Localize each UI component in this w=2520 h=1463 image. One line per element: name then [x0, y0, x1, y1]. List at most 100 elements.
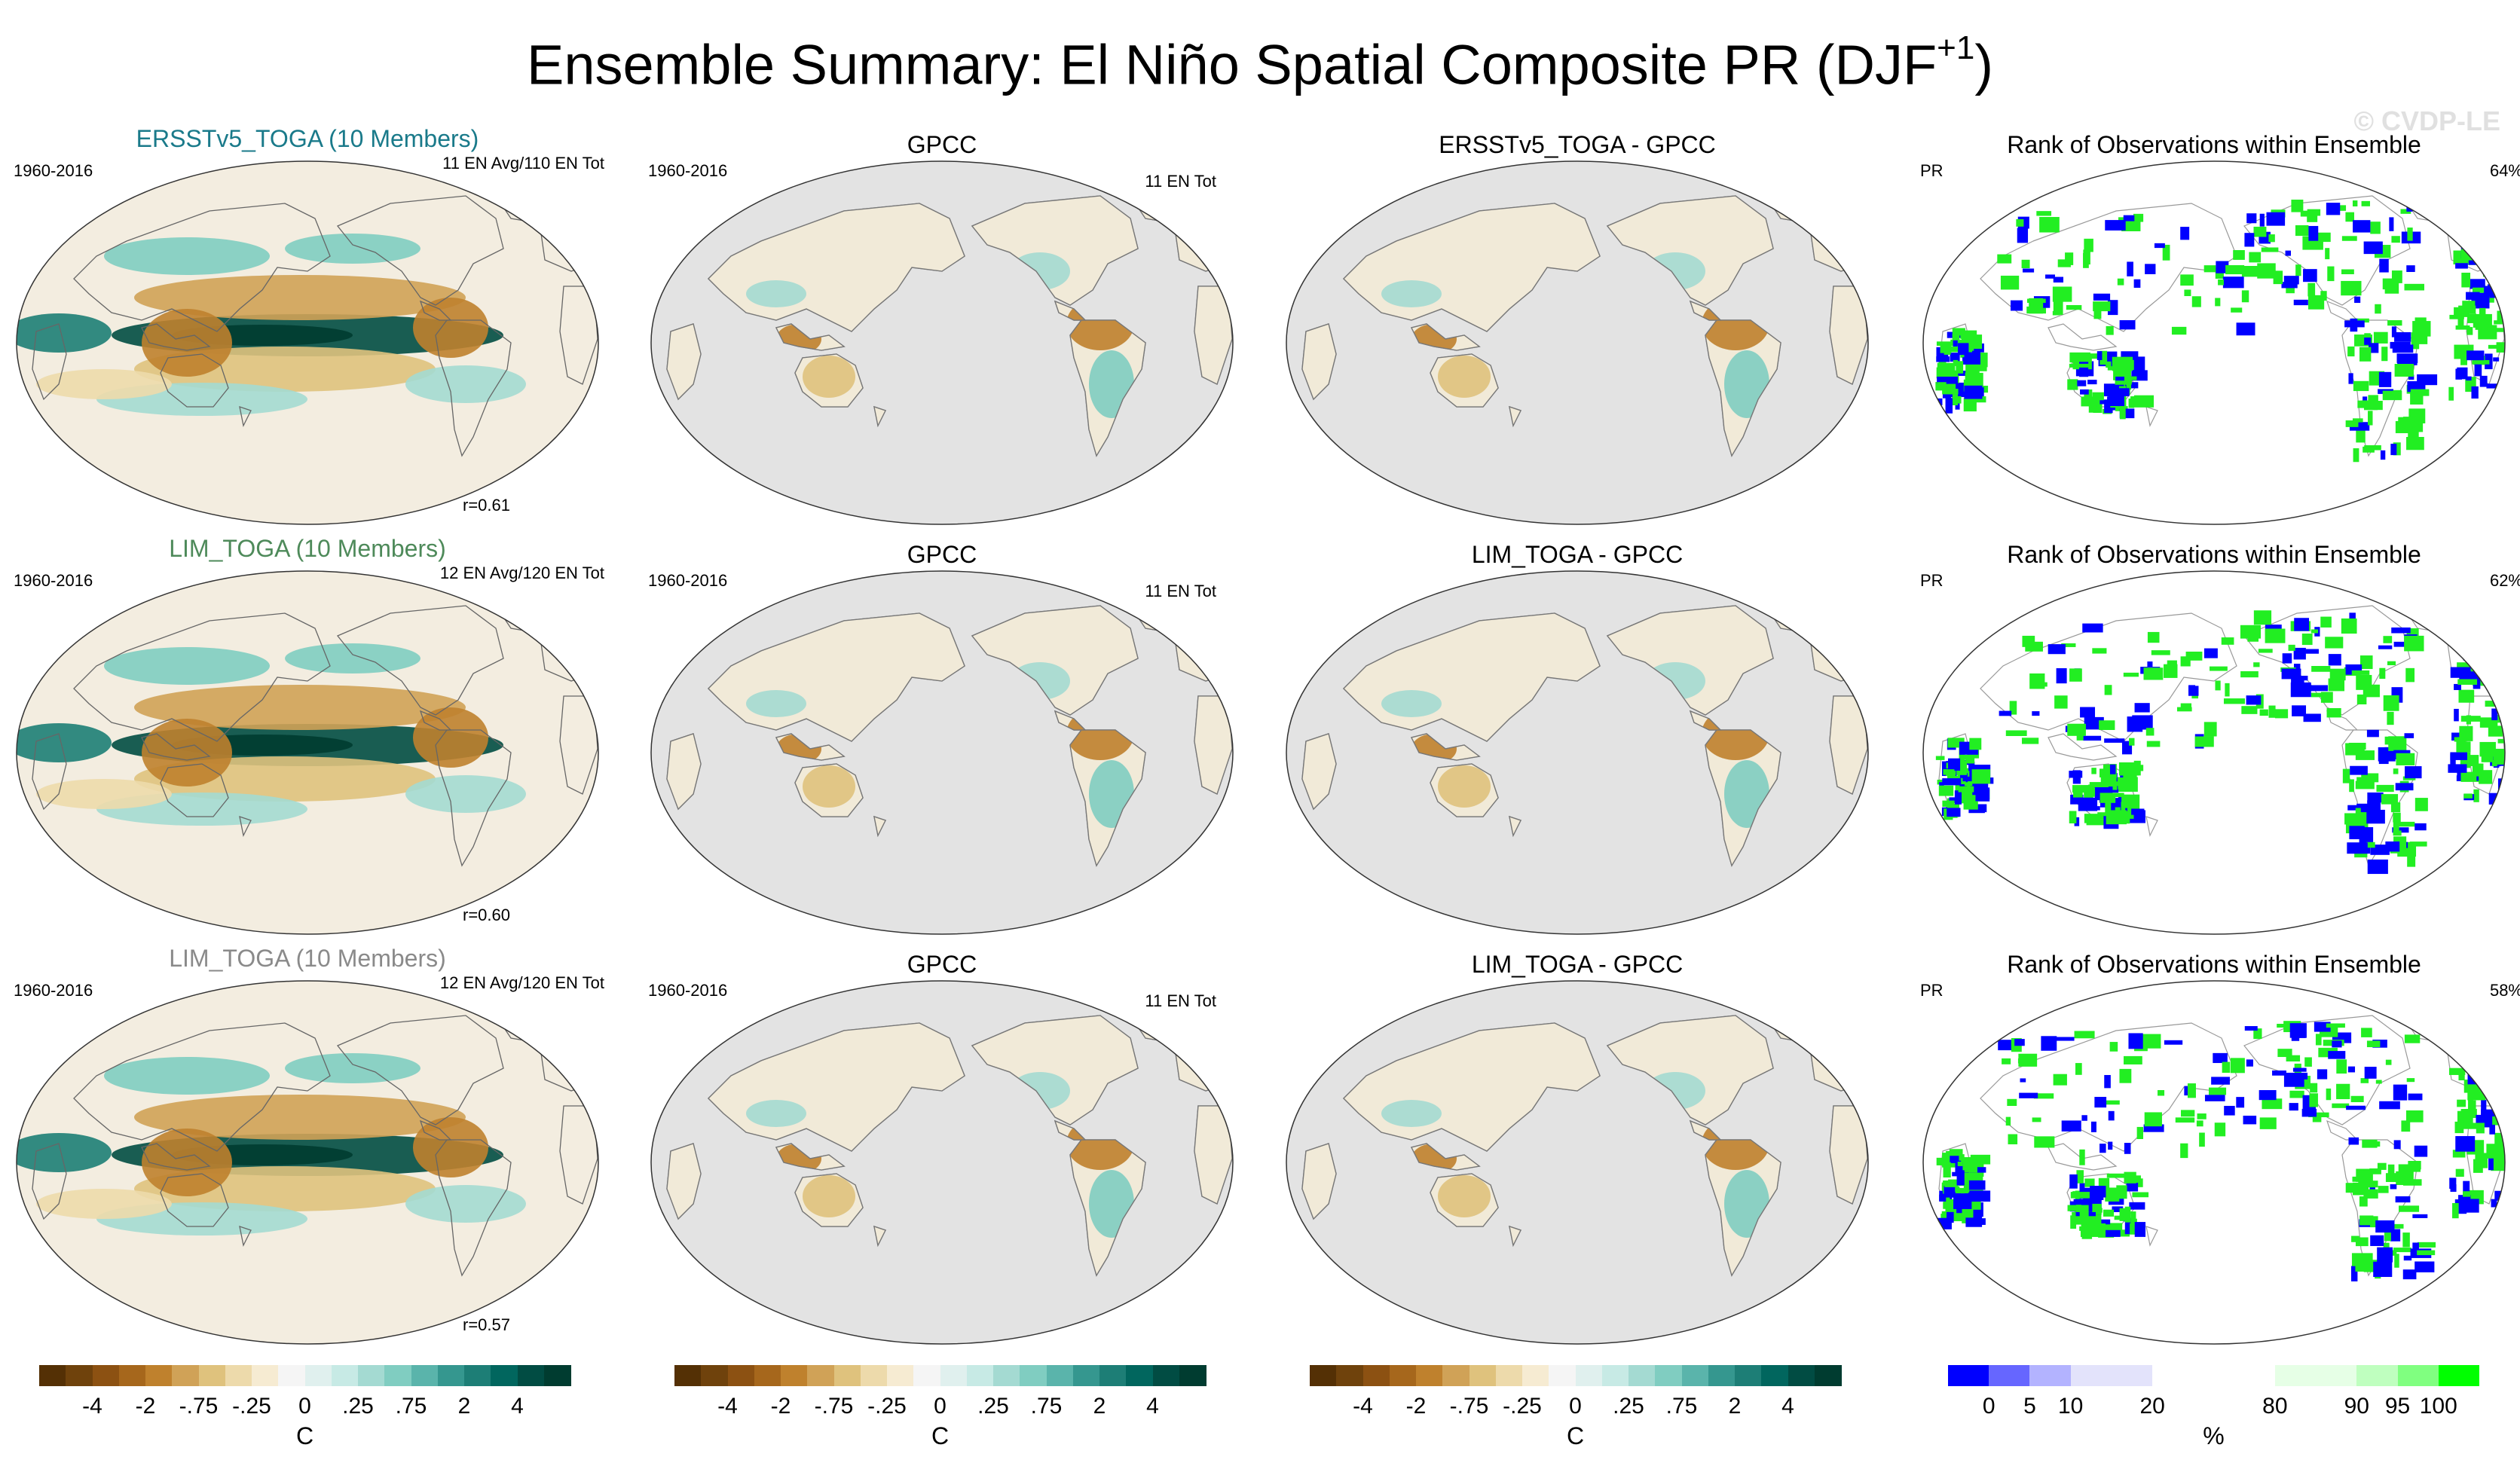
rank-cell — [1950, 1156, 1959, 1163]
asia-coast — [73, 612, 331, 742]
rank-cell — [2289, 1103, 2298, 1111]
colorbar-swatch — [1469, 1365, 1497, 1386]
colorbar-swatch — [1336, 1365, 1363, 1386]
rank-cell — [2366, 729, 2379, 738]
rank-cell — [2266, 212, 2286, 226]
rank-cell — [2303, 713, 2321, 722]
rank-cell — [2488, 344, 2497, 349]
map-model — [16, 980, 599, 1345]
rank-cell — [2497, 310, 2505, 324]
rank-cell — [2104, 1074, 2111, 1089]
rank-cell — [2007, 1098, 2017, 1107]
variable-label: PR — [1920, 981, 1944, 1000]
rank-cell — [2244, 233, 2255, 247]
rank-cell — [2293, 299, 2308, 306]
rank-cell — [2029, 673, 2045, 689]
rank-cell — [2268, 234, 2275, 243]
rank-cell — [2301, 633, 2313, 646]
rank-cell — [2259, 213, 2265, 227]
rank-cell — [2370, 1216, 2378, 1228]
rank-cell — [2491, 234, 2503, 245]
rank-cell — [2358, 1238, 2365, 1244]
rank-cell — [2108, 1141, 2113, 1150]
rank-cell — [2072, 785, 2093, 793]
map-obs — [650, 160, 1234, 525]
rank-cell — [2102, 1100, 2120, 1105]
rank-cell — [1954, 790, 1962, 805]
rank-cell — [2387, 661, 2396, 666]
rank-cell — [2092, 648, 2107, 654]
panel-title: ERSSTv5_TOGA (10 Members) — [136, 125, 479, 152]
rank-cell — [2307, 295, 2325, 310]
rank-cell — [2236, 1097, 2245, 1108]
rank-cell — [2090, 1121, 2096, 1132]
rank-cell — [2348, 373, 2353, 384]
rank-cell — [2143, 1124, 2164, 1132]
rank-cell — [2099, 399, 2108, 405]
colorbar-swatch — [2111, 1365, 2153, 1386]
rank-cell — [2203, 722, 2217, 737]
rank-cell — [1963, 801, 1978, 810]
rank-cell — [2354, 296, 2361, 304]
colorbar-tick-label: 5 — [2023, 1394, 2036, 1419]
rank-cell — [2291, 677, 2304, 686]
indo-coast — [141, 323, 211, 351]
rank-cell — [2346, 1105, 2366, 1110]
colorbar-swatch — [1681, 1365, 1709, 1386]
rank-cell — [2390, 1184, 2397, 1190]
rank-cell — [2288, 644, 2295, 651]
colorbar-swatch — [940, 1365, 968, 1386]
rank-cell — [2347, 346, 2355, 357]
rank-cell — [1952, 1171, 1961, 1177]
rank-cell — [2460, 249, 2479, 260]
rank-cell — [1936, 356, 1950, 362]
rank-cell — [2362, 396, 2368, 404]
rank-cell — [2414, 1145, 2428, 1157]
rank-cell — [2478, 325, 2497, 340]
rank-cell — [2485, 295, 2494, 303]
rank-cell — [2215, 680, 2221, 691]
north-pacific-wet-anomaly — [104, 237, 270, 275]
rank-cell — [2390, 848, 2411, 854]
colorbar-swatch — [118, 1365, 146, 1386]
rank-cell — [2327, 266, 2335, 282]
rank-cell — [2373, 1261, 2393, 1278]
rank-cell — [2115, 377, 2132, 385]
rank-cell — [2084, 1178, 2095, 1187]
panel-title: ERSSTv5_TOGA - GPCC — [1439, 131, 1716, 158]
rank-cell — [2069, 811, 2077, 823]
rank-cell — [2392, 827, 2409, 833]
rank-cell — [1958, 786, 1974, 793]
australia-dry-anomaly — [1438, 356, 1491, 398]
rank-cell — [2356, 694, 2367, 705]
rank-cell — [2491, 760, 2497, 767]
rank-cell — [2476, 1122, 2485, 1134]
nz-coast — [239, 1226, 252, 1247]
colorbar-tick-label: .25 — [977, 1394, 1009, 1419]
map-obs — [650, 570, 1234, 935]
rank-cell — [1956, 361, 1964, 374]
panel-row3-obs: GPCC 1960-2016 11 EN Tot — [648, 951, 1236, 1347]
rank-cell — [2282, 653, 2292, 664]
rank-cell — [1957, 1161, 1963, 1166]
amazon-dry-anomaly — [413, 707, 488, 768]
rank-cell — [2375, 1220, 2395, 1233]
colorbar-tick-label: -.25 — [867, 1394, 907, 1419]
rank-cell — [2158, 1090, 2165, 1096]
rank-cell — [2072, 790, 2083, 798]
colorbar-swatch — [1179, 1365, 1206, 1386]
rank-cell — [2375, 304, 2381, 314]
rank-cell — [2347, 842, 2368, 854]
rank-cell — [2032, 1117, 2041, 1122]
nz-outline — [2145, 406, 2158, 427]
rank-cell — [2106, 325, 2114, 335]
event-count-label: 11 EN Tot — [1145, 582, 1216, 600]
rank-cell — [2257, 263, 2276, 279]
rank-cell — [2295, 675, 2308, 681]
rank-cell — [1956, 1170, 1965, 1186]
rank-cell — [2417, 1242, 2436, 1248]
rank-cell — [2393, 1084, 2408, 1101]
rank-cell — [2471, 386, 2479, 399]
colorbar-swatch — [913, 1365, 940, 1386]
colorbar-swatch — [887, 1365, 914, 1386]
